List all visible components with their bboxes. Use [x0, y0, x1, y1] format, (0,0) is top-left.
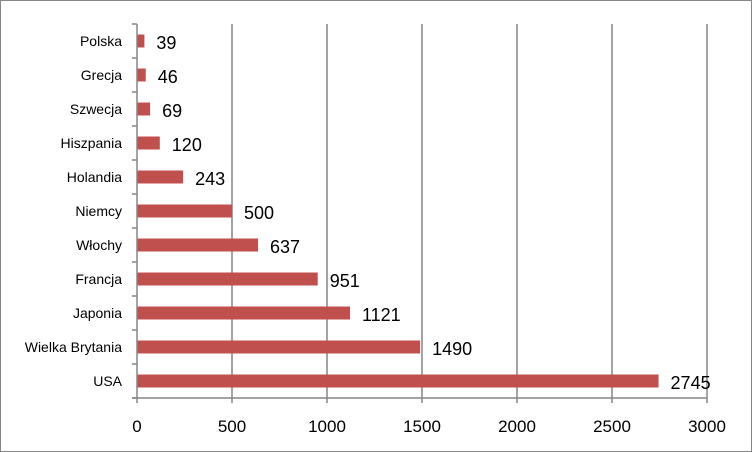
category-label: Japonia	[73, 305, 122, 321]
data-label: 46	[158, 67, 178, 87]
gridlines	[231, 24, 708, 398]
x-tick-label: 1000	[308, 417, 346, 436]
data-label: 500	[244, 203, 274, 223]
data-label: 243	[195, 169, 225, 189]
bar-holandia	[137, 170, 184, 184]
category-label: Francja	[75, 271, 122, 287]
x-tick-label: 2000	[498, 417, 536, 436]
bar-wielka-brytania	[137, 340, 421, 354]
category-label: Szwecja	[70, 101, 122, 117]
bar-niemcy	[137, 204, 232, 218]
bar-francja	[137, 272, 318, 286]
data-label: 1121	[362, 305, 401, 325]
x-tick-label: 2500	[593, 417, 631, 436]
x-tick-label: 500	[218, 417, 246, 436]
category-label: Niemcy	[75, 203, 122, 219]
bar-usa	[137, 374, 659, 388]
category-labels: Polska Grecja Szwecja Hiszpania Holandia Niem…	[25, 33, 123, 389]
bar-grecja	[137, 68, 146, 82]
category-label: Hiszpania	[61, 135, 123, 151]
category-label: Polska	[80, 33, 122, 49]
category-label: Holandia	[67, 169, 122, 185]
bar-szwecja	[137, 102, 151, 116]
data-label: 39	[156, 33, 176, 53]
data-label: 1490	[432, 339, 472, 359]
bar-włochy	[137, 238, 259, 252]
category-label: Grecja	[81, 67, 122, 83]
bars	[137, 34, 659, 388]
x-tick-label: 3000	[688, 417, 726, 436]
category-label: Wielka Brytania	[25, 339, 122, 355]
data-label: 951	[330, 271, 360, 291]
data-label: 637	[270, 237, 300, 257]
axes	[132, 23, 708, 403]
bar-polska	[137, 34, 145, 48]
x-tick-label: 0	[132, 417, 141, 436]
x-tick-labels: 0 500 1000 1500 2000 2500 3000	[132, 417, 726, 436]
x-tick-label: 1500	[403, 417, 441, 436]
bar-japonia	[137, 306, 350, 320]
data-label: 69	[162, 101, 182, 121]
category-label: Włochy	[76, 237, 122, 253]
data-label: 120	[172, 135, 202, 155]
bar-hiszpania	[137, 136, 160, 150]
data-label: 2745	[671, 373, 711, 393]
category-label: USA	[93, 373, 122, 389]
